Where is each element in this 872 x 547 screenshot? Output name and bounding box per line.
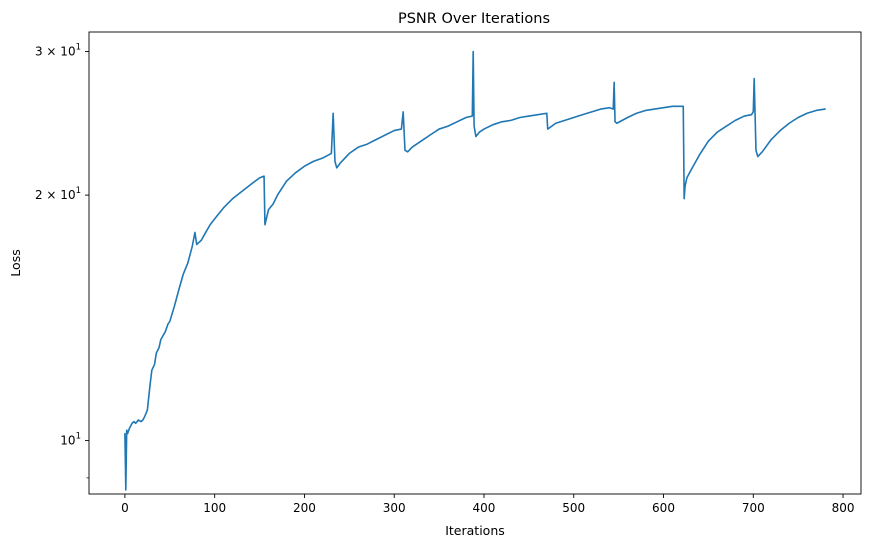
x-tick-label: 0 bbox=[121, 501, 129, 515]
series-layer bbox=[124, 50, 826, 491]
chart-title: PSNR Over Iterations bbox=[398, 11, 550, 27]
x-axis-label: Iterations bbox=[445, 523, 505, 538]
x-tick-label: 200 bbox=[293, 501, 316, 515]
y-axis: 101 2 × 101 3 × 101 bbox=[35, 43, 89, 479]
x-tick-label: 800 bbox=[832, 501, 855, 515]
y-tick-label: 101 bbox=[60, 432, 81, 448]
x-tick-label: 700 bbox=[742, 501, 765, 515]
plot-area bbox=[88, 31, 862, 495]
x-tick-label: 500 bbox=[562, 501, 585, 515]
y-tick-label: 2 × 101 bbox=[35, 186, 81, 202]
x-tick-label: 400 bbox=[473, 501, 496, 515]
y-axis-label: Loss bbox=[8, 249, 23, 276]
series-line-0 bbox=[124, 50, 826, 491]
x-tick-label: 100 bbox=[203, 501, 226, 515]
x-tick-label: 600 bbox=[652, 501, 675, 515]
x-tick-label: 300 bbox=[383, 501, 406, 515]
y-tick-label: 3 × 101 bbox=[35, 43, 81, 59]
x-axis: 0 100 200 300 400 500 600 700 800 bbox=[121, 494, 854, 515]
